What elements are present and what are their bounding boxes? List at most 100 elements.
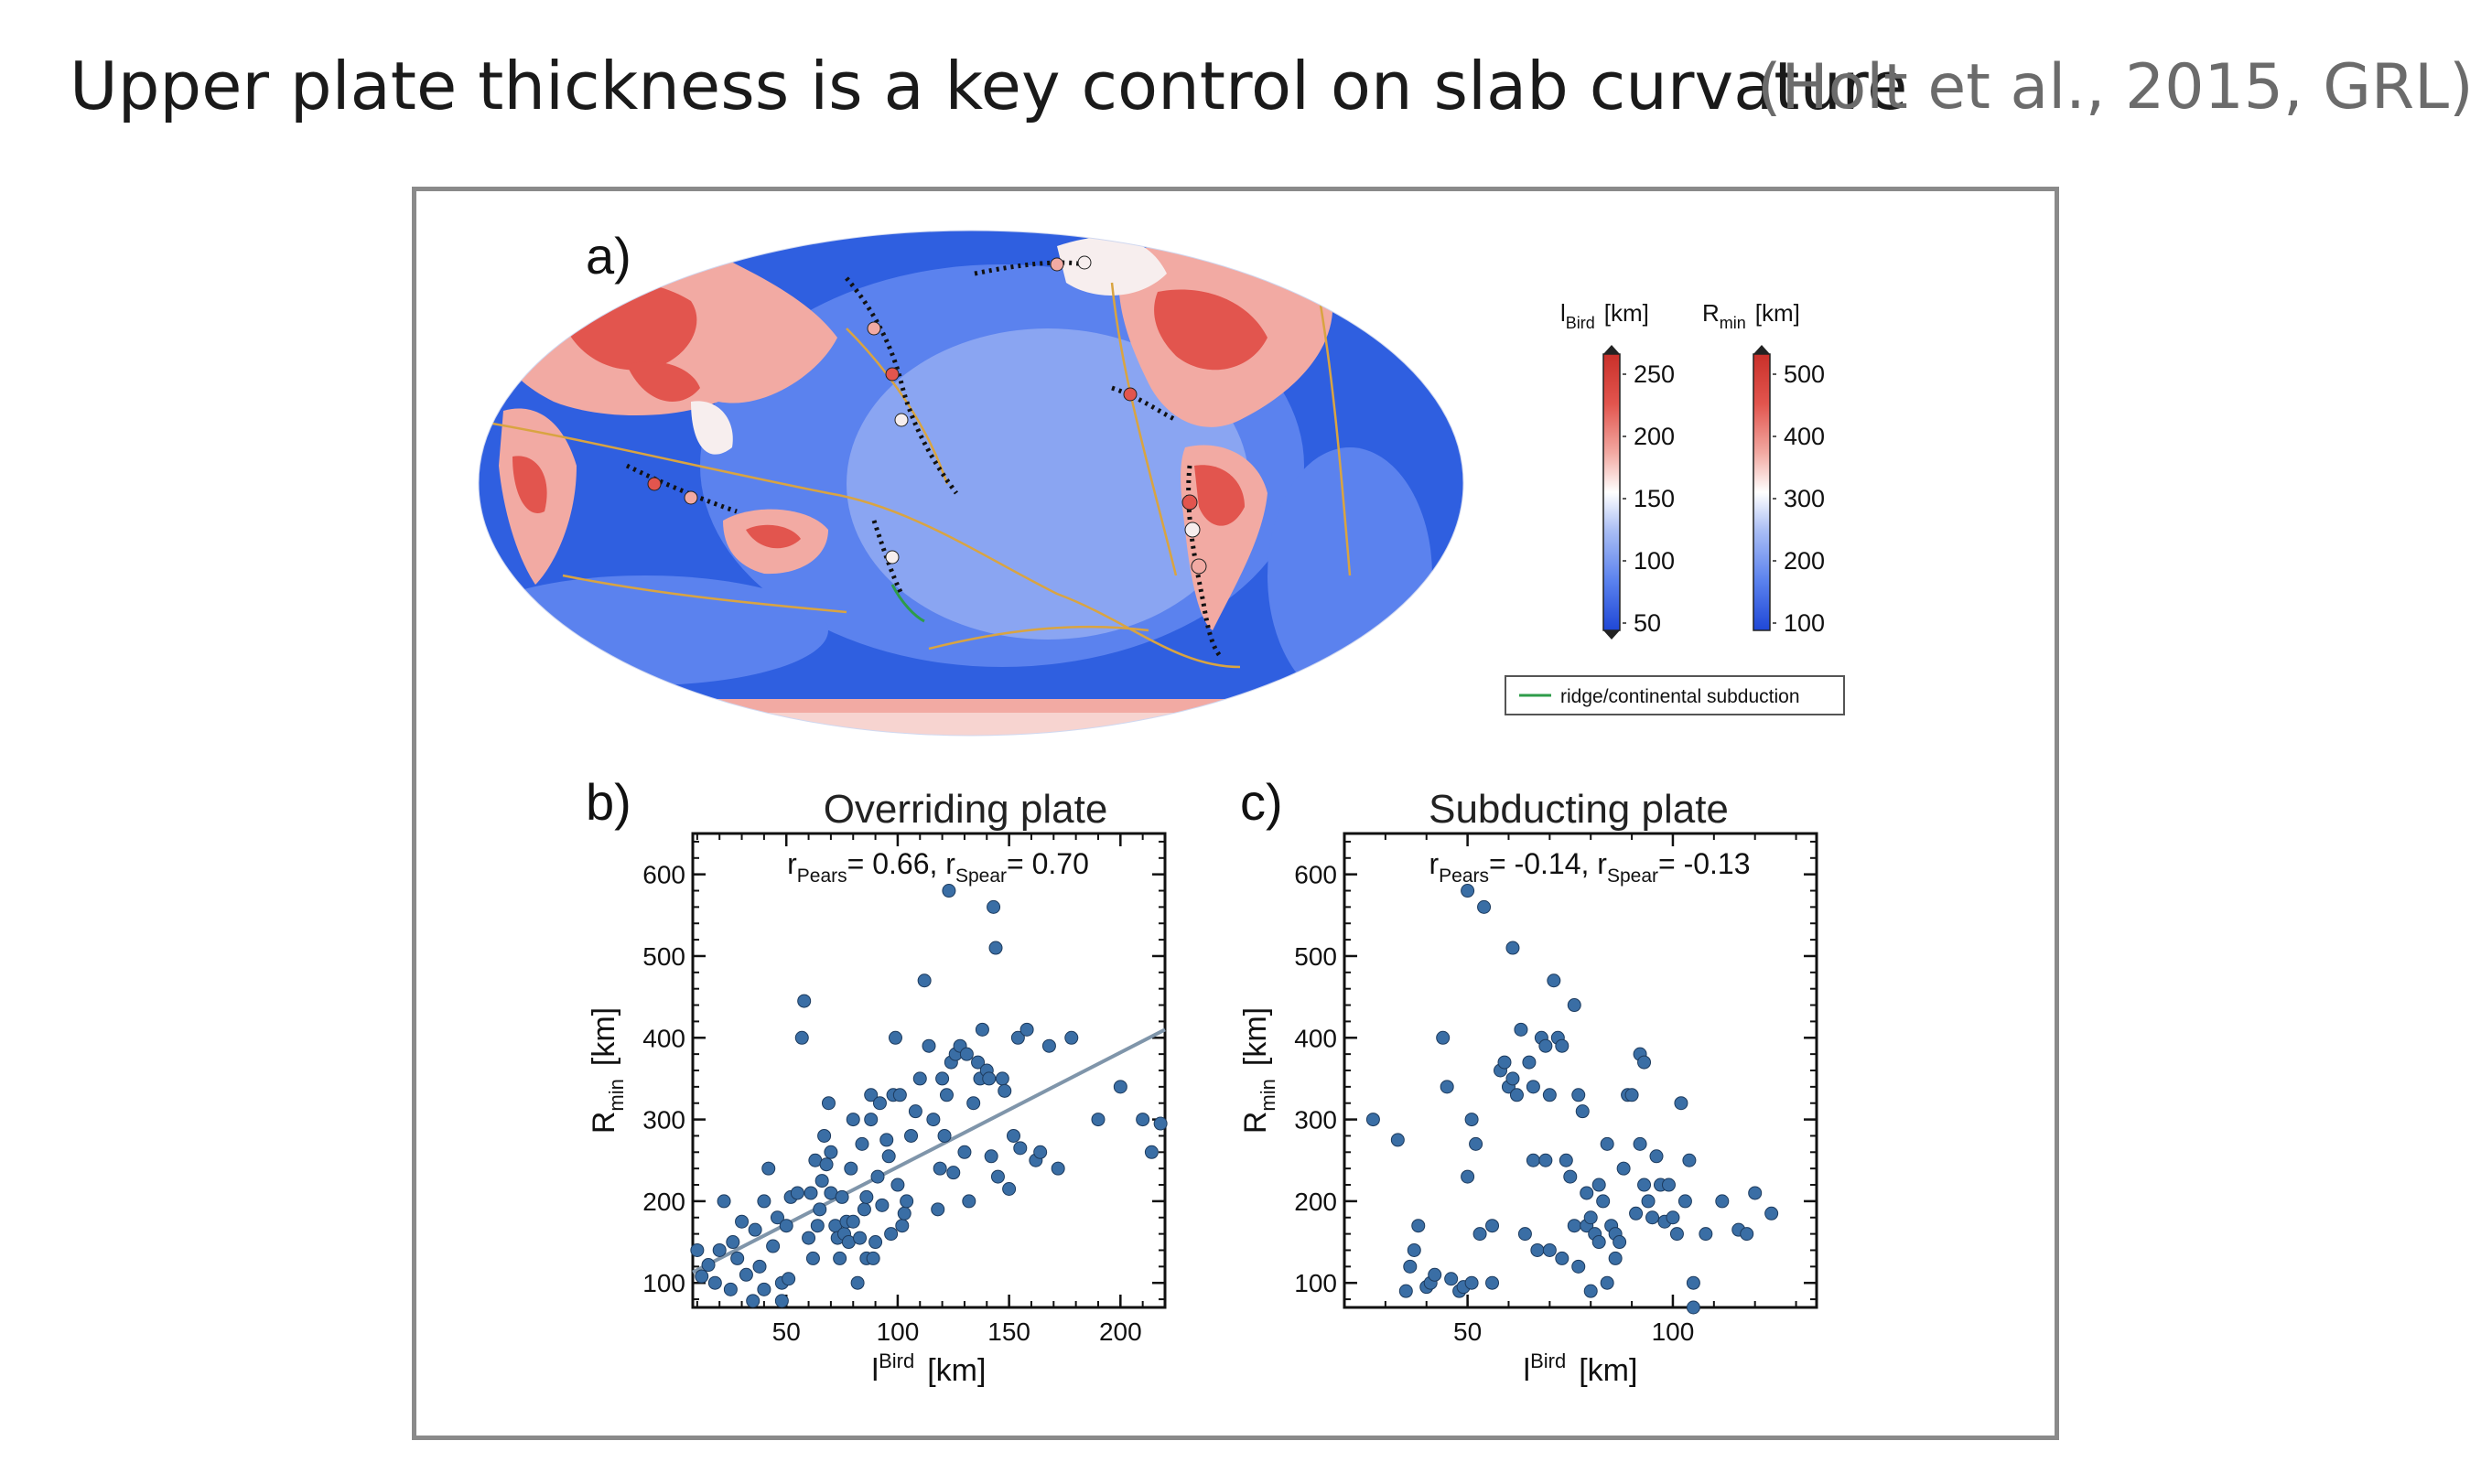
data-point <box>1522 1055 1537 1070</box>
y-tick-label: 100 <box>1294 1269 1337 1297</box>
data-point <box>707 1275 722 1290</box>
colorbar-tick-label: 100 <box>1784 609 1825 637</box>
data-point <box>701 1258 716 1273</box>
scatter-plot-overriding: 50 100 150 200 100 200 300 400 500 600 rPears= 0.6… <box>587 832 1168 1388</box>
data-point <box>1006 1128 1020 1143</box>
data-point <box>1526 1153 1540 1167</box>
y-tick-label: 500 <box>1294 942 1337 971</box>
data-point <box>1740 1227 1754 1242</box>
data-point <box>1033 1145 1048 1159</box>
data-point <box>1649 1149 1664 1164</box>
data-point <box>739 1267 753 1282</box>
data-point <box>1748 1186 1763 1200</box>
data-point <box>790 1186 804 1200</box>
data-point <box>805 1251 820 1265</box>
colorbar-tick-label: 50 <box>1634 609 1661 637</box>
data-point <box>695 1269 709 1284</box>
data-point <box>1019 1022 1034 1037</box>
data-point <box>962 1194 976 1209</box>
data-point <box>942 884 956 898</box>
data-point <box>1641 1194 1656 1209</box>
y-tick-label: 200 <box>642 1188 685 1216</box>
data-point <box>984 1149 998 1164</box>
data-point <box>881 1149 896 1164</box>
correlation-stats: rPears= -0.14, rSpear= -0.13 <box>1429 847 1750 887</box>
panel-a-label: a) <box>586 227 631 285</box>
data-point <box>846 1113 860 1127</box>
slide-title: Upper plate thickness is a key control o… <box>70 48 1908 124</box>
data-point <box>1686 1275 1700 1290</box>
data-point <box>1600 1275 1614 1290</box>
data-point <box>1686 1300 1700 1315</box>
x-tick-label: 50 <box>1453 1317 1482 1346</box>
data-point <box>726 1235 740 1250</box>
data-point <box>1616 1161 1631 1176</box>
data-point <box>1136 1113 1150 1127</box>
data-point <box>971 1055 986 1070</box>
y-axis-label: Rmin[km] <box>1238 1007 1279 1134</box>
panel-c-title: Subducting plate <box>1429 787 1729 832</box>
data-point <box>1645 1210 1660 1225</box>
data-point <box>1555 1038 1570 1053</box>
x-tick-label: 200 <box>1099 1317 1142 1346</box>
figure-svg: a) <box>478 227 1845 1388</box>
data-point <box>935 1071 950 1086</box>
data-point <box>1608 1251 1623 1265</box>
data-point <box>975 1022 989 1037</box>
y-tick-label: 200 <box>1294 1188 1337 1216</box>
data-point <box>888 1030 902 1045</box>
data-point <box>1633 1136 1647 1151</box>
ridge-legend-label: ridge/continental subduction <box>1560 686 1800 707</box>
data-point <box>912 1071 927 1086</box>
data-point <box>1497 1055 1512 1070</box>
data-point <box>1580 1186 1594 1200</box>
data-point <box>1542 1088 1557 1102</box>
data-point <box>1629 1206 1644 1221</box>
data-point <box>1583 1284 1598 1298</box>
data-point <box>797 994 812 1008</box>
data-point <box>904 1128 919 1143</box>
data-point <box>757 1282 771 1296</box>
data-point <box>1575 1104 1590 1119</box>
data-point <box>810 1219 825 1233</box>
data-point <box>1563 1169 1578 1184</box>
svg-text:Rmin[km]: Rmin [km] <box>1702 299 1800 332</box>
data-point <box>766 1239 781 1253</box>
data-point <box>1013 1141 1028 1156</box>
y-tick-label: 400 <box>642 1024 685 1052</box>
data-point <box>933 1161 947 1176</box>
data-point <box>866 1251 880 1265</box>
colorbar-tick-label: 200 <box>1784 547 1825 575</box>
data-point <box>1461 884 1475 898</box>
data-point <box>1591 1178 1606 1192</box>
data-point <box>730 1251 745 1265</box>
data-point <box>1596 1194 1611 1209</box>
data-point <box>779 1219 793 1233</box>
data-point <box>748 1222 762 1237</box>
data-point <box>1509 1088 1524 1102</box>
data-point <box>966 1096 981 1111</box>
data-point <box>1505 941 1520 955</box>
colorbar-tick-label: 300 <box>1784 485 1825 512</box>
data-point <box>1699 1227 1713 1242</box>
data-point <box>1051 1161 1065 1176</box>
data-point <box>1461 1169 1475 1184</box>
data-point <box>1583 1210 1598 1225</box>
data-point <box>1661 1178 1676 1192</box>
data-point <box>794 1030 809 1045</box>
data-point <box>988 941 1003 955</box>
colorbar-tick-label: 100 <box>1634 547 1675 575</box>
data-point <box>1428 1267 1442 1282</box>
data-point <box>857 1202 871 1217</box>
data-point <box>1538 1038 1553 1053</box>
data-point <box>1613 1235 1627 1250</box>
data-point <box>1542 1242 1557 1257</box>
data-point <box>864 1088 879 1102</box>
se-asia <box>691 401 733 455</box>
colorbar-tick-label: 200 <box>1634 423 1675 450</box>
colorbar-lbird: lBird [km] 250 200 150 100 50 <box>1560 299 1675 640</box>
data-point <box>1571 1088 1586 1102</box>
data-point <box>990 1169 1005 1184</box>
data-point <box>908 1104 922 1119</box>
data-point <box>821 1096 836 1111</box>
